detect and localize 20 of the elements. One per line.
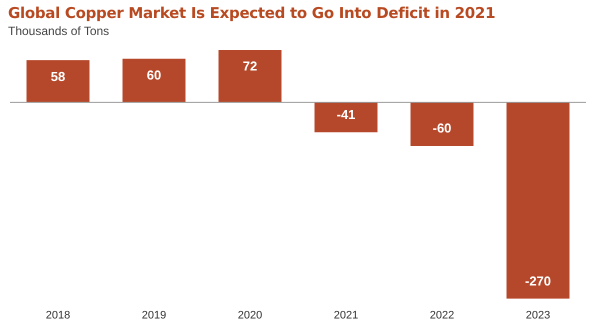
data-label: -60 <box>432 120 452 136</box>
data-label: 60 <box>146 67 162 82</box>
x-tick-label: 2023 <box>526 309 550 322</box>
chart-title: Global Copper Market Is Expected to Go Into Deficit in 2021 <box>8 4 496 22</box>
bar <box>122 58 186 102</box>
data-label: -270 <box>524 273 552 288</box>
x-tick-label: 2021 <box>334 309 358 322</box>
x-tick-label: 2020 <box>238 309 262 322</box>
x-tick-label: 2022 <box>430 309 454 322</box>
x-tick-label: 2018 <box>46 309 70 322</box>
bar <box>506 102 570 299</box>
bar <box>410 102 474 146</box>
bar <box>26 60 90 102</box>
chart-subtitle: Thousands of Tons <box>8 24 110 38</box>
data-label: 72 <box>242 58 258 74</box>
data-label: 58 <box>50 68 66 84</box>
bar <box>218 50 282 102</box>
data-label: -41 <box>336 106 356 122</box>
x-tick-label: 2019 <box>142 309 166 322</box>
bar <box>314 102 378 132</box>
